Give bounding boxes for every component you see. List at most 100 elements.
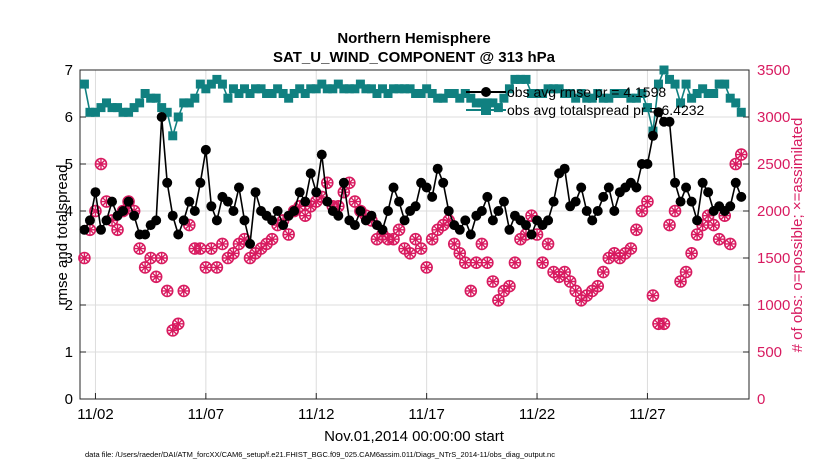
obs-possible-point xyxy=(729,157,743,171)
rmse-point xyxy=(670,177,681,188)
rmse-point xyxy=(184,196,195,207)
rmse-point xyxy=(129,210,140,221)
rmse-point xyxy=(581,206,592,216)
obs-assimilated-point xyxy=(95,159,106,169)
obs-assimilated-point xyxy=(636,206,647,216)
totalspread-point xyxy=(267,89,277,98)
obs-assimilated-point xyxy=(587,285,598,296)
obs-assimilated-point xyxy=(178,285,189,296)
obs-possible-point xyxy=(453,247,467,260)
totalspread-point xyxy=(361,84,371,94)
totalspread-point xyxy=(184,98,194,108)
obs-assimilated-point xyxy=(576,295,587,306)
totalspread-point xyxy=(731,98,741,108)
totalspread-point xyxy=(389,84,399,94)
obs-assimilated-point xyxy=(245,253,256,263)
y2-tick-label: 2000 xyxy=(757,203,790,220)
totalspread-point xyxy=(471,98,481,108)
rmse-point xyxy=(245,238,256,249)
totalspread-point xyxy=(620,89,630,98)
obs-assimilated-point xyxy=(543,238,554,249)
obs-possible-point xyxy=(475,237,489,251)
totalspread-point xyxy=(444,89,454,98)
obs-assimilated-point xyxy=(498,285,509,296)
y2-tick-label: 1000 xyxy=(757,297,790,314)
obs-assimilated-point xyxy=(233,238,244,249)
totalspread-point xyxy=(549,84,559,94)
totalspread-point xyxy=(201,84,211,94)
legend-item-rmse: obs avg rmse pr = 4.1598 xyxy=(466,84,666,100)
totalspread-point xyxy=(538,89,548,98)
rmse-point xyxy=(189,206,200,216)
obs-assimilated-point xyxy=(736,149,747,160)
x-tick-label: 11/22 xyxy=(519,406,555,423)
obs-possible-point xyxy=(205,242,218,255)
rmse-point xyxy=(603,182,614,193)
totalspread-point xyxy=(168,131,178,141)
rmse-point xyxy=(272,206,283,216)
obs-assimilated-point xyxy=(504,281,515,292)
obs-assimilated-point xyxy=(686,248,697,259)
obs-possible-point xyxy=(663,218,676,232)
obs-possible-point xyxy=(596,265,610,279)
rmse-point xyxy=(465,229,476,240)
totalspread-point xyxy=(295,84,305,94)
rmse-point xyxy=(642,159,653,169)
y2-tick-label: 1500 xyxy=(757,250,790,267)
obs-assimilated-point xyxy=(294,201,305,212)
obs-assimilated-point xyxy=(609,248,620,259)
totalspread-point xyxy=(107,103,117,113)
obs-assimilated-point xyxy=(206,243,217,254)
x-tick-label: 11/02 xyxy=(77,406,113,423)
totalspread-point xyxy=(234,89,244,98)
obs-possible-point xyxy=(569,284,582,298)
y-tick-label: 7 xyxy=(65,62,73,79)
rmse-point xyxy=(84,215,95,226)
x-tick-label: 11/12 xyxy=(298,406,334,423)
obs-possible-point xyxy=(486,275,500,288)
rmse-point xyxy=(493,206,504,216)
obs-possible-point xyxy=(707,218,720,232)
totalspread-point xyxy=(372,89,382,98)
totalspread-point xyxy=(626,93,636,103)
obs-assimilated-point xyxy=(145,253,156,263)
totalspread-point xyxy=(273,84,283,94)
rmse-point xyxy=(311,187,322,198)
rmse-point xyxy=(697,177,708,188)
obs-assimilated-point xyxy=(338,187,349,198)
obs-assimilated-point xyxy=(471,257,482,268)
obs-assimilated-point xyxy=(349,196,360,207)
rmse-point xyxy=(460,215,471,226)
obs-assimilated-point xyxy=(112,224,123,235)
totalspread-point xyxy=(239,84,249,94)
totalspread-point xyxy=(405,84,415,94)
totalspread-point xyxy=(311,84,321,94)
obs-possible-point xyxy=(177,284,191,298)
obs-assimilated-point xyxy=(670,206,681,216)
totalspread-point xyxy=(565,89,575,98)
rmse-point xyxy=(333,210,344,221)
totalspread-point xyxy=(543,84,553,94)
totalspread-point xyxy=(162,107,172,117)
obs-assimilated-point xyxy=(598,267,609,278)
legend: obs avg rmse pr = 4.1598 obs avg totalsp… xyxy=(466,84,705,118)
y2-tick-label: 0 xyxy=(757,391,765,408)
rmse-point xyxy=(476,206,487,216)
obs-possible-point xyxy=(409,232,422,246)
obs-assimilated-point xyxy=(614,253,625,263)
totalspread-point xyxy=(714,79,724,89)
obs-assimilated-point xyxy=(388,234,399,245)
obs-assimilated-point xyxy=(465,285,476,296)
totalspread-point xyxy=(422,84,432,94)
totalspread-point xyxy=(411,89,421,98)
obs-assimilated-point xyxy=(570,285,581,296)
totalspread-point xyxy=(510,74,520,84)
chart-subtitle: SAT_U_WIND_COMPONENT @ 313 hPa xyxy=(273,49,556,66)
totalspread-point xyxy=(670,79,680,89)
rmse-point xyxy=(239,215,250,226)
obs-possible-point xyxy=(679,265,693,279)
rmse-point xyxy=(703,187,714,198)
totalspread-point xyxy=(124,107,134,117)
totalspread-point xyxy=(604,93,614,103)
